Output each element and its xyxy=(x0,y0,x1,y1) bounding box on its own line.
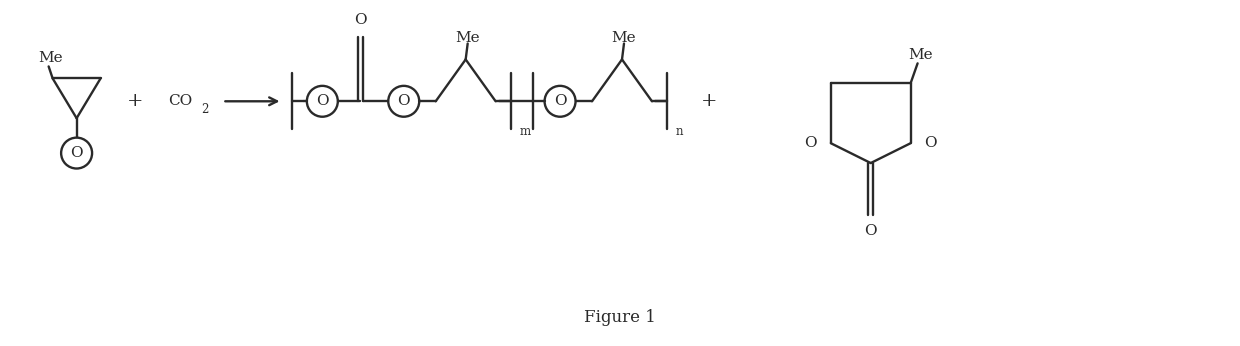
Text: O: O xyxy=(398,94,410,108)
Text: O: O xyxy=(805,136,817,150)
Text: O: O xyxy=(71,146,83,160)
Text: +: + xyxy=(701,92,717,110)
Text: Me: Me xyxy=(455,30,480,45)
Text: Figure 1: Figure 1 xyxy=(584,309,656,326)
Text: O: O xyxy=(864,224,877,238)
Text: m: m xyxy=(520,125,531,138)
Text: Me: Me xyxy=(611,30,636,45)
Text: O: O xyxy=(554,94,567,108)
Text: 2: 2 xyxy=(201,103,208,116)
Text: O: O xyxy=(353,12,367,27)
Text: Me: Me xyxy=(908,48,932,62)
Text: O: O xyxy=(924,136,937,150)
Text: +: + xyxy=(128,92,144,110)
Text: CO: CO xyxy=(169,94,192,108)
Text: Me: Me xyxy=(38,52,63,65)
Text: n: n xyxy=(676,125,683,138)
Text: O: O xyxy=(316,94,329,108)
